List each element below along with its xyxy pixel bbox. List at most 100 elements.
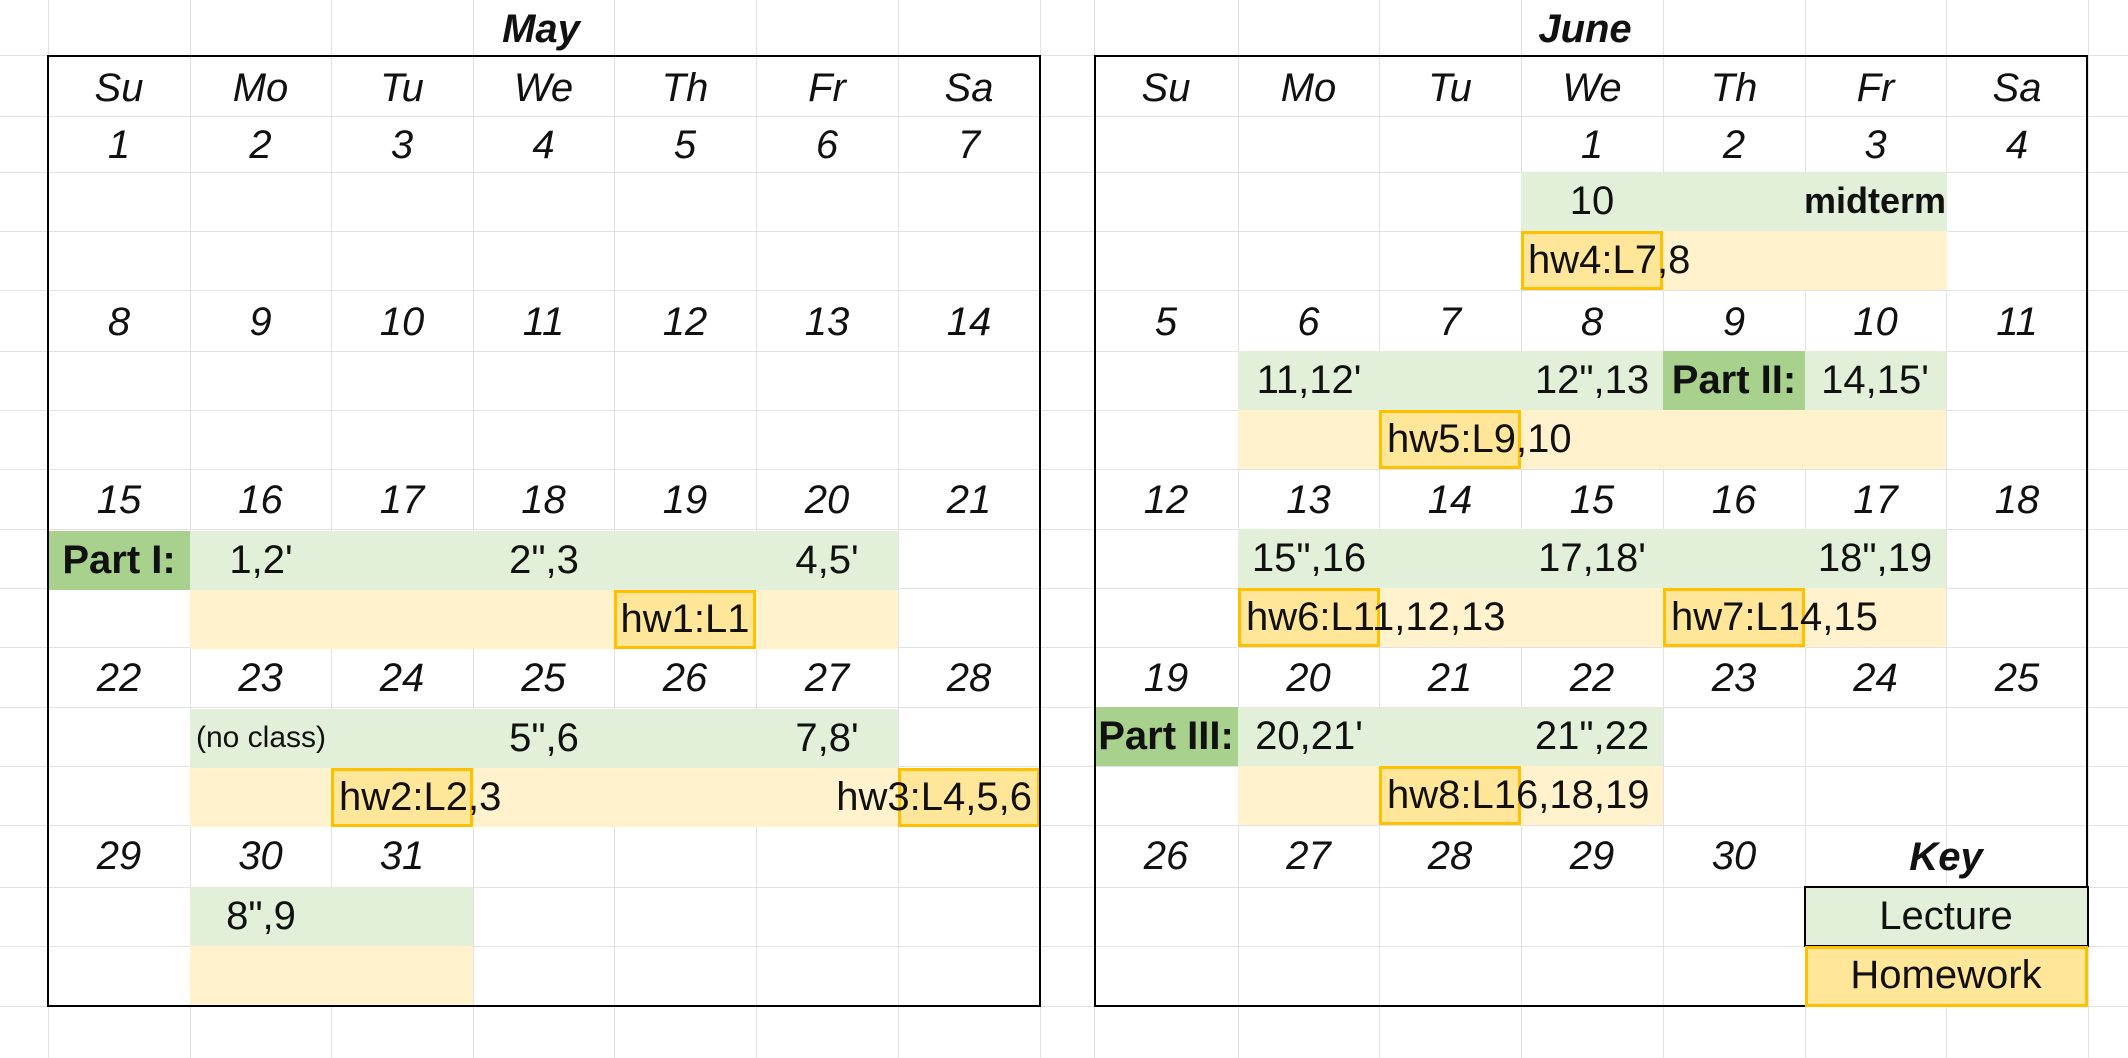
may-date-4: 4 — [532, 123, 555, 167]
june-date-5: 5 — [1154, 300, 1178, 344]
june-lecture-20-21: 20,21' — [1255, 714, 1363, 758]
gridline — [0, 1006, 2128, 1007]
june-date-22: 22 — [1569, 656, 1615, 700]
may-date-30: 30 — [238, 834, 283, 878]
june-date-9: 9 — [1722, 300, 1746, 344]
may-weekday-we: We — [513, 66, 574, 110]
june-date-4: 4 — [2005, 123, 2029, 167]
june-weekday-mo: Mo — [1280, 66, 1337, 110]
hw6-label: hw6:L11,12,13 — [1246, 595, 1506, 639]
may-date-16: 16 — [238, 478, 283, 522]
gridline — [0, 290, 2128, 291]
may-date-11: 11 — [522, 300, 565, 344]
may-date-28: 28 — [946, 656, 992, 700]
part2-label: Part II: — [1671, 358, 1797, 402]
gridline — [1094, 0, 1095, 1058]
hw1-label: hw1:L1 — [620, 597, 750, 641]
key-homework-swatch — [1805, 946, 2088, 1007]
may-date-1: 1 — [107, 123, 131, 167]
june-date-8: 8 — [1580, 300, 1604, 344]
june-lecture-15-16: 15",16 — [1251, 536, 1367, 580]
gridline — [473, 0, 474, 1058]
may-lecture-row-w5 — [190, 887, 473, 946]
june-date-12: 12 — [1143, 478, 1189, 522]
gridline — [0, 647, 2128, 648]
hw7-label: hw7:L14,15 — [1671, 595, 1878, 639]
june-lecture-row-w4 — [1238, 707, 1663, 766]
june-date-20: 20 — [1286, 656, 1331, 700]
part2-label-cell — [1663, 351, 1805, 410]
june-weekday-tu: Tu — [1428, 66, 1472, 110]
may-date-15: 15 — [96, 478, 142, 522]
june-date-15: 15 — [1569, 478, 1615, 522]
june-weekday-sa: Sa — [1992, 66, 2042, 110]
may-date-26: 26 — [662, 656, 708, 700]
may-date-8: 8 — [107, 300, 131, 344]
may-weekday-tu: Tu — [380, 66, 424, 110]
may-weekday-su: Su — [94, 66, 144, 110]
june-date-26: 26 — [1143, 834, 1189, 878]
hw2-label: hw2:L2,3 — [339, 775, 502, 819]
may-date-19: 19 — [662, 478, 708, 522]
june-weekday-th: Th — [1710, 66, 1758, 110]
gridline — [0, 946, 2128, 947]
june-homework-row-w2 — [1238, 410, 1946, 469]
gridline — [0, 707, 2128, 708]
june-date-30: 30 — [1711, 834, 1757, 878]
may-weekday-fr: Fr — [808, 66, 846, 110]
hw8-due-cell — [1379, 766, 1521, 825]
june-date-18: 18 — [1994, 478, 2040, 522]
part1-label-cell — [48, 531, 190, 590]
part3-label: Part III: — [1098, 714, 1234, 758]
hw3-due-cell — [898, 768, 1040, 827]
june-date-2: 2 — [1722, 123, 1746, 167]
june-date-21: 21 — [1427, 656, 1473, 700]
gridline — [0, 766, 2128, 767]
june-lecture-row-w3 — [1238, 529, 1946, 588]
may-date-25: 25 — [521, 656, 566, 700]
june-weekday-su: Su — [1141, 66, 1191, 110]
june-weekday-we: We — [1562, 66, 1622, 110]
may-lecture-4-5: 4,5' — [795, 538, 859, 582]
gridline — [1040, 0, 1041, 1058]
gridline — [1946, 0, 1947, 1058]
may-date-31: 31 — [379, 834, 425, 878]
may-date-14: 14 — [946, 300, 992, 344]
gridline — [0, 55, 2128, 56]
hw5-label: hw5:L9,10 — [1387, 417, 1572, 461]
may-date-10: 10 — [379, 300, 425, 344]
june-lecture-14-15: 14,15' — [1821, 358, 1929, 402]
june-lecture-17-18: 17,18' — [1538, 536, 1646, 580]
gridline — [898, 0, 899, 1058]
may-weekday-sa: Sa — [944, 66, 994, 110]
hw4-label: hw4:L7,8 — [1528, 238, 1691, 282]
hw8-label: hw8:L16,18,19 — [1387, 773, 1650, 817]
may-date-22: 22 — [96, 656, 142, 700]
june-date-10: 10 — [1853, 300, 1898, 344]
june-lecture-row-w1 — [1521, 172, 1947, 231]
hw2-due-cell — [331, 768, 473, 827]
june-date-23: 23 — [1711, 656, 1757, 700]
hw1-due-cell — [614, 590, 756, 649]
may-date-27: 27 — [804, 656, 850, 700]
june-lecture-21-22: 21",22 — [1534, 714, 1650, 758]
gridline — [0, 825, 2128, 826]
june-weekday-fr: Fr — [1856, 66, 1895, 110]
june-date-16: 16 — [1711, 478, 1757, 522]
june-date-17: 17 — [1853, 478, 1898, 522]
may-date-12: 12 — [662, 300, 708, 344]
gridline — [0, 887, 2128, 888]
key-homework-label: Homework — [1850, 953, 2042, 997]
may-lecture-row-w4 — [190, 709, 898, 768]
june-date-29: 29 — [1569, 834, 1615, 878]
key-lecture-label: Lecture — [1879, 894, 2013, 938]
may-date-23: 23 — [238, 656, 283, 700]
june-lecture-11-12: 11,12' — [1256, 358, 1362, 402]
hw4-due-cell — [1521, 231, 1663, 290]
gridline — [614, 0, 615, 1058]
may-date-3: 3 — [390, 123, 414, 167]
june-title: June — [1538, 7, 1632, 51]
hw3-label: hw3:L4,5,6 — [836, 775, 1032, 819]
may-homework-row-w5 — [190, 946, 473, 1006]
gridline — [756, 0, 757, 1058]
